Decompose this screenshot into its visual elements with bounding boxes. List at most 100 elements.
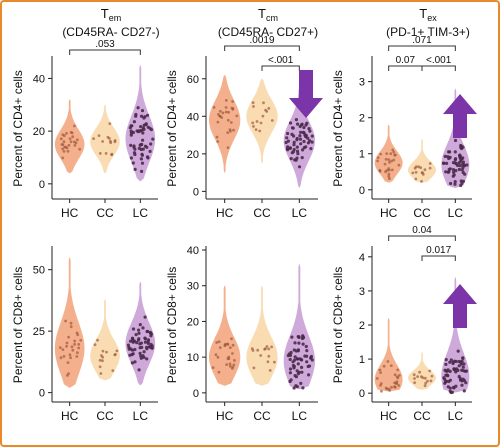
- data-point: [414, 177, 418, 181]
- data-point: [290, 335, 294, 339]
- x-tick-label: HC: [216, 206, 234, 220]
- data-point: [309, 147, 313, 151]
- data-point: [151, 137, 155, 141]
- data-point: [461, 365, 465, 369]
- bracket-label: .053: [95, 39, 115, 50]
- data-point: [106, 135, 110, 139]
- data-point: [298, 124, 302, 129]
- data-point: [288, 146, 292, 150]
- data-point: [221, 111, 225, 115]
- data-point: [304, 344, 308, 349]
- data-point: [299, 381, 303, 385]
- data-point: [459, 144, 463, 148]
- data-point: [132, 151, 137, 155]
- data-point: [428, 166, 432, 170]
- data-point: [390, 385, 393, 389]
- data-point: [216, 140, 220, 143]
- data-point: [460, 383, 464, 387]
- data-point: [293, 341, 297, 345]
- data-point: [298, 134, 302, 138]
- data-point: [423, 168, 427, 172]
- data-point: [380, 389, 383, 393]
- data-point: [111, 369, 115, 372]
- data-point: [251, 121, 255, 125]
- data-point: [61, 143, 65, 147]
- data-point: [286, 131, 290, 136]
- data-point: [448, 389, 452, 393]
- data-point: [71, 135, 75, 139]
- data-point: [142, 350, 146, 354]
- data-point: [379, 371, 382, 374]
- data-point: [454, 169, 458, 173]
- data-point: [148, 149, 152, 153]
- panel-subtitle: (CD45RA- CD27-): [62, 25, 159, 39]
- data-point: [137, 331, 141, 335]
- x-tick-label: HC: [380, 409, 398, 423]
- data-point: [138, 351, 142, 355]
- data-point: [305, 121, 309, 125]
- data-point: [267, 107, 271, 110]
- data-point: [251, 101, 255, 105]
- data-point: [226, 357, 230, 361]
- data-point: [232, 363, 236, 367]
- data-point: [392, 150, 396, 154]
- data-point: [150, 346, 154, 350]
- data-point: [449, 181, 453, 186]
- panel-3: 0 1 2 3 Percent of CD4+ cells Tex (PD-1+ TIM-3…: [331, 6, 477, 220]
- data-point: [463, 172, 467, 176]
- x-tick-label: CC: [96, 206, 114, 220]
- data-point: [77, 343, 81, 346]
- data-point: [139, 125, 143, 129]
- data-point: [289, 378, 293, 382]
- x-tick-label: LC: [133, 206, 149, 220]
- data-point: [378, 368, 382, 372]
- data-point: [139, 341, 143, 345]
- data-point: [420, 180, 423, 183]
- panel-title: Tex: [419, 6, 437, 23]
- data-point: [146, 113, 150, 117]
- data-point: [143, 340, 147, 344]
- data-point: [452, 170, 456, 174]
- violin-CC: [408, 352, 436, 390]
- data-point: [426, 379, 429, 383]
- data-point: [137, 328, 141, 332]
- data-point: [295, 149, 300, 153]
- data-point: [418, 370, 421, 374]
- data-point: [288, 371, 292, 375]
- data-point: [290, 126, 295, 130]
- data-point: [458, 153, 462, 157]
- y-tick-label: 3: [359, 286, 365, 298]
- data-point: [141, 131, 145, 135]
- data-point: [115, 349, 119, 353]
- data-point: [76, 351, 79, 355]
- data-point: [133, 147, 137, 151]
- data-point: [133, 167, 137, 171]
- y-tick-label: 3: [359, 77, 365, 89]
- data-point: [149, 332, 153, 336]
- data-point: [301, 334, 305, 338]
- data-point: [389, 152, 393, 156]
- title-main: T: [419, 6, 427, 21]
- data-point: [423, 376, 427, 380]
- data-point: [231, 365, 235, 369]
- arrow-up-icon: [443, 94, 477, 138]
- data-point: [392, 158, 396, 162]
- data-point: [453, 359, 457, 363]
- data-point: [385, 152, 389, 156]
- data-point: [446, 385, 450, 389]
- data-point: [149, 342, 153, 347]
- data-point: [289, 157, 293, 161]
- data-point: [292, 140, 296, 144]
- data-point: [264, 347, 267, 350]
- violin-HC: [374, 124, 403, 183]
- title-subscript: cm: [266, 13, 278, 23]
- data-point: [429, 379, 433, 383]
- data-point: [61, 156, 65, 160]
- data-point: [292, 386, 296, 390]
- data-point: [218, 346, 222, 349]
- data-point: [270, 119, 274, 122]
- data-point: [424, 381, 428, 385]
- data-point: [218, 114, 222, 118]
- data-point: [448, 167, 452, 171]
- data-point: [273, 360, 276, 364]
